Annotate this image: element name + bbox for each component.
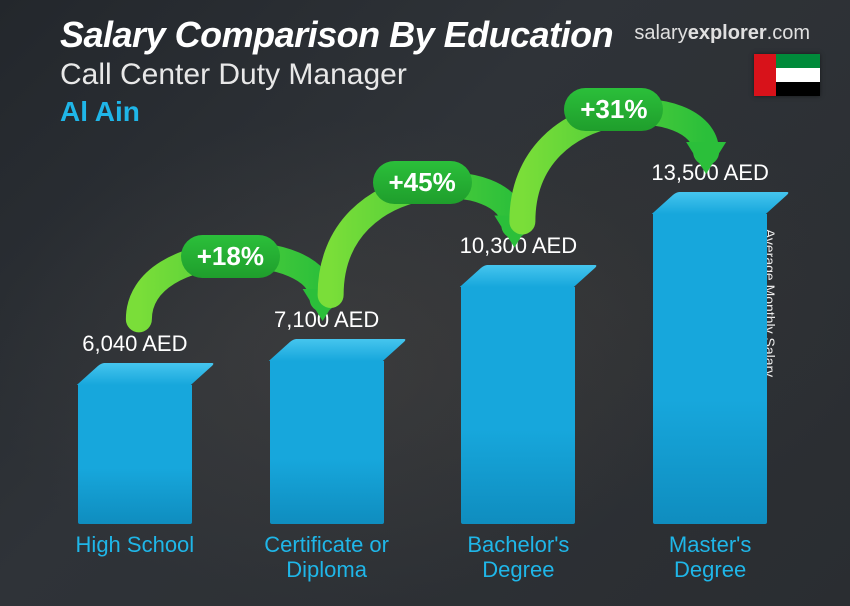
category-label: High School bbox=[76, 532, 195, 584]
bar-top-face bbox=[460, 265, 598, 287]
bar-chart: 6,040 AED High School 7,100 AED Certificate… bbox=[60, 155, 785, 584]
bar-top-face bbox=[268, 339, 406, 361]
category-label: Bachelor'sDegree bbox=[467, 532, 569, 584]
chart-column: 10,300 AED Bachelor'sDegree bbox=[454, 233, 584, 584]
bar bbox=[653, 192, 767, 524]
site-plain: salary bbox=[634, 22, 687, 44]
bar bbox=[270, 339, 384, 524]
chart-column: 6,040 AED High School bbox=[70, 331, 200, 584]
chart-column: 7,100 AED Certificate orDiploma bbox=[262, 307, 392, 584]
value-label: 6,040 AED bbox=[82, 331, 187, 357]
site-suffix: .com bbox=[767, 22, 810, 44]
flag-hoist bbox=[754, 54, 776, 96]
percent-badge: +31% bbox=[564, 88, 663, 131]
bar-front-face bbox=[270, 361, 384, 524]
subtitle: Call Center Duty Manager bbox=[60, 58, 820, 92]
category-label: Master'sDegree bbox=[669, 532, 751, 584]
bar bbox=[461, 265, 575, 524]
bar-front-face bbox=[653, 214, 767, 524]
bar-top-face bbox=[652, 192, 790, 214]
uae-flag-icon bbox=[754, 54, 820, 96]
percent-badge: +45% bbox=[373, 161, 472, 204]
location: Al Ain bbox=[60, 96, 820, 128]
site-brand: salaryexplorer.com bbox=[634, 22, 810, 45]
bar-front-face bbox=[461, 287, 575, 524]
category-label: Certificate orDiploma bbox=[264, 532, 389, 584]
bar-top-face bbox=[77, 363, 215, 385]
bar bbox=[78, 363, 192, 524]
value-label: 10,300 AED bbox=[460, 233, 577, 259]
percent-badge: +18% bbox=[181, 235, 280, 278]
value-label: 13,500 AED bbox=[651, 160, 768, 186]
bar-front-face bbox=[78, 385, 192, 524]
site-bold: explorer bbox=[688, 22, 767, 44]
chart-column: 13,500 AED Master'sDegree bbox=[645, 160, 775, 584]
value-label: 7,100 AED bbox=[274, 307, 379, 333]
